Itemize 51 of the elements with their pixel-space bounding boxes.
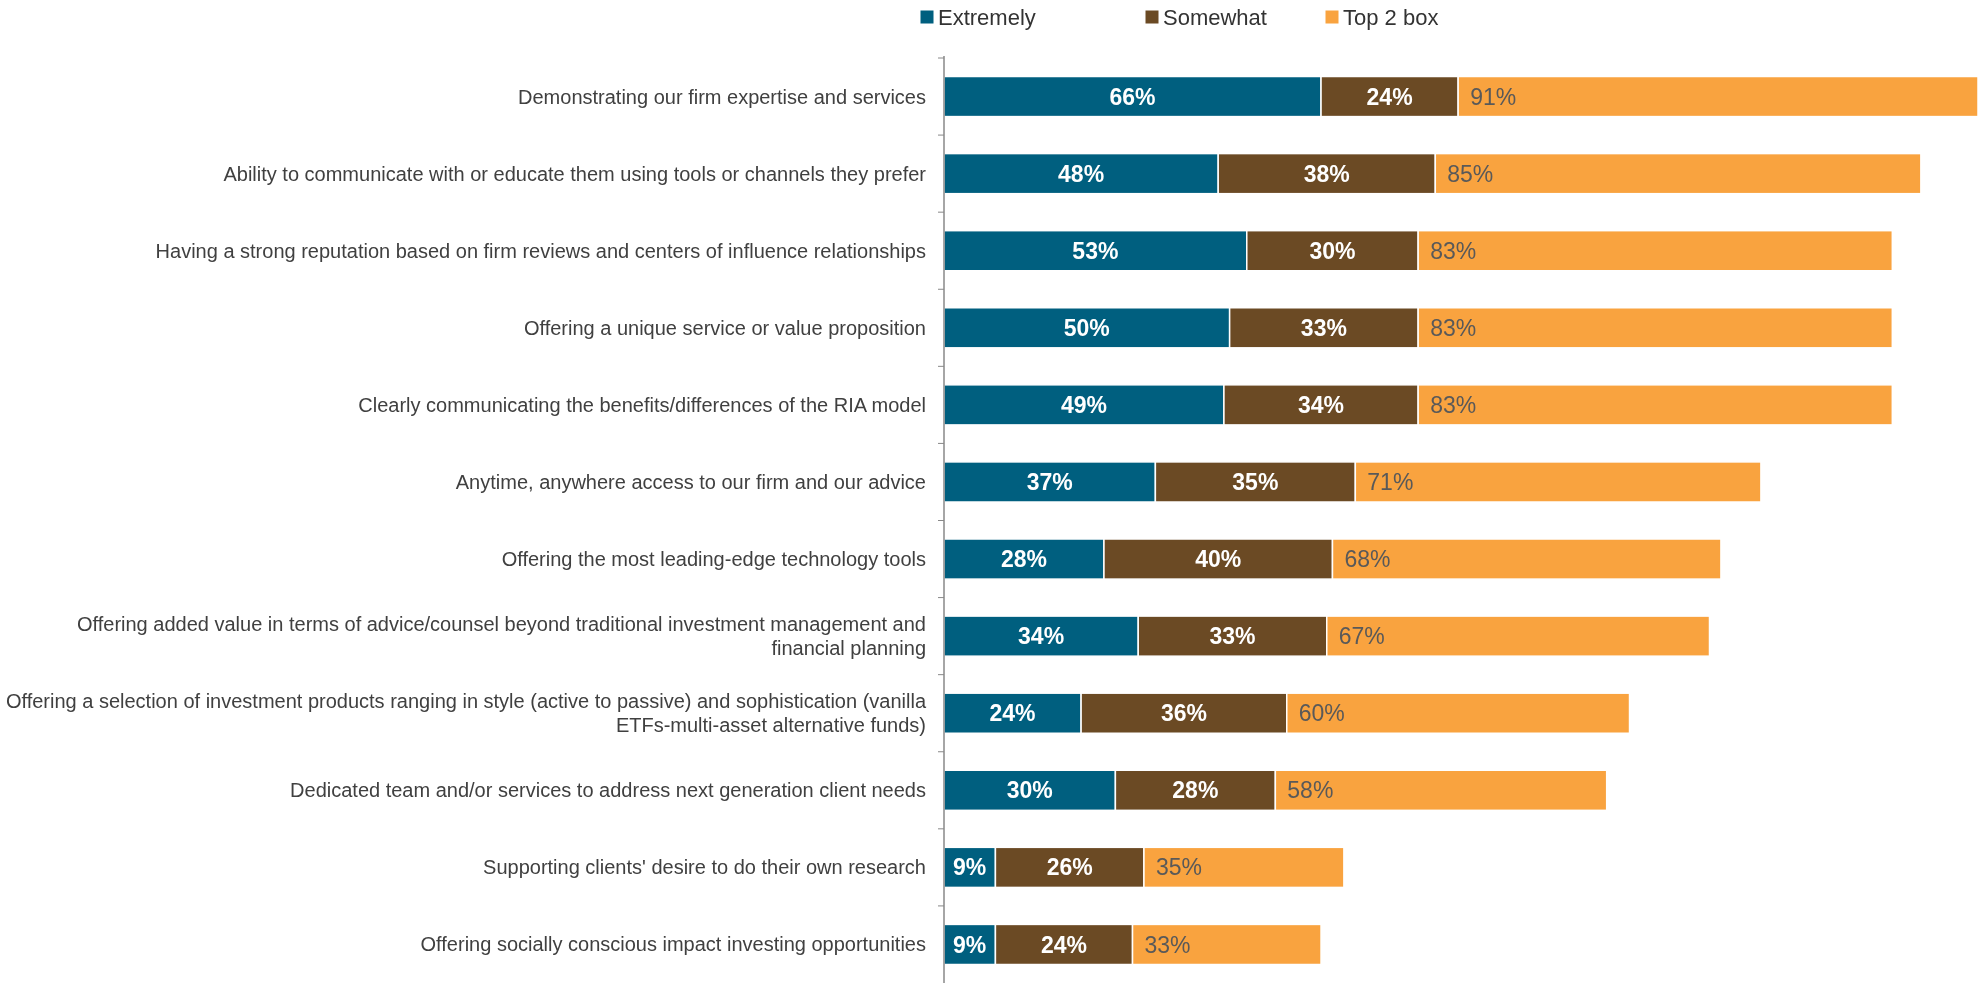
data-label: 35% (1232, 469, 1279, 496)
data-label: 35% (1155, 854, 1202, 881)
y-tick-label: Offering socially conscious impact investing opportunities (420, 933, 926, 956)
data-label: 38% (1303, 160, 1350, 187)
data-label: 68% (1344, 546, 1391, 573)
data-label: 30% (1309, 237, 1356, 264)
y-tick-label: Clearly communicating the benefits/differences of the RIA model (358, 393, 926, 416)
data-label: 37% (1026, 469, 1073, 496)
y-tick-label: Demonstrating our firm expertise and services (518, 85, 926, 108)
data-label: 9% (953, 854, 987, 881)
y-tick-label: Offering the most leading-edge technology tools (501, 548, 926, 571)
data-label: 60% (1298, 700, 1345, 727)
data-label: 33% (1209, 623, 1256, 650)
y-tick-label: Offering added value in terms of advice/counsel beyond traditional investment management and financial planning (76, 613, 926, 660)
data-label: 28% (1172, 777, 1219, 804)
y-tick-label: Having a strong reputation based on firm reviews and centers of influence relationships (155, 239, 926, 262)
y-tick-label: Anytime, anywhere access to our firm and our advice (455, 470, 926, 493)
data-label: 71% (1367, 469, 1414, 496)
y-tick-label: Offering a selection of investment products ranging in style (active to passive) and sophistication (vanilla ETFs-multi-asset alternative funds) (5, 690, 927, 737)
data-label: 48% (1058, 160, 1105, 187)
y-tick-label: Ability to communicate with or educate them using tools or channels they prefer (223, 162, 927, 185)
legend-label: Somewhat (1163, 4, 1267, 30)
data-label: 40% (1195, 546, 1242, 573)
data-label: 26% (1046, 854, 1093, 881)
data-label: 24% (1366, 83, 1413, 110)
data-label: 83% (1430, 237, 1477, 264)
data-label: 91% (1470, 83, 1517, 110)
data-label: 33% (1300, 314, 1347, 341)
data-label: 85% (1447, 160, 1494, 187)
data-label: 24% (1040, 931, 1087, 958)
data-label: 50% (1063, 314, 1110, 341)
data-label: 34% (1018, 623, 1065, 650)
legend-label: Extremely (938, 4, 1036, 30)
y-tick-label: Supporting clients' desire to do their own research (483, 856, 926, 879)
y-tick-label: Dedicated team and/or services to address next generation client needs (290, 779, 926, 802)
data-label: 28% (1000, 546, 1047, 573)
data-label: 66% (1109, 83, 1156, 110)
data-label: 49% (1060, 391, 1107, 418)
y-tick-label: Offering a unique service or value proposition (523, 316, 926, 339)
data-label: 36% (1160, 700, 1207, 727)
data-label: 83% (1430, 391, 1477, 418)
data-label: 33% (1144, 931, 1191, 958)
data-label: 24% (989, 700, 1036, 727)
data-label: 67% (1338, 623, 1385, 650)
data-label: 83% (1430, 314, 1477, 341)
data-label: 30% (1006, 777, 1053, 804)
legend-label: Top 2 box (1343, 4, 1439, 30)
data-label: 58% (1287, 777, 1334, 804)
data-label: 9% (953, 931, 987, 958)
data-label: 53% (1072, 237, 1119, 264)
data-label: 34% (1298, 391, 1345, 418)
